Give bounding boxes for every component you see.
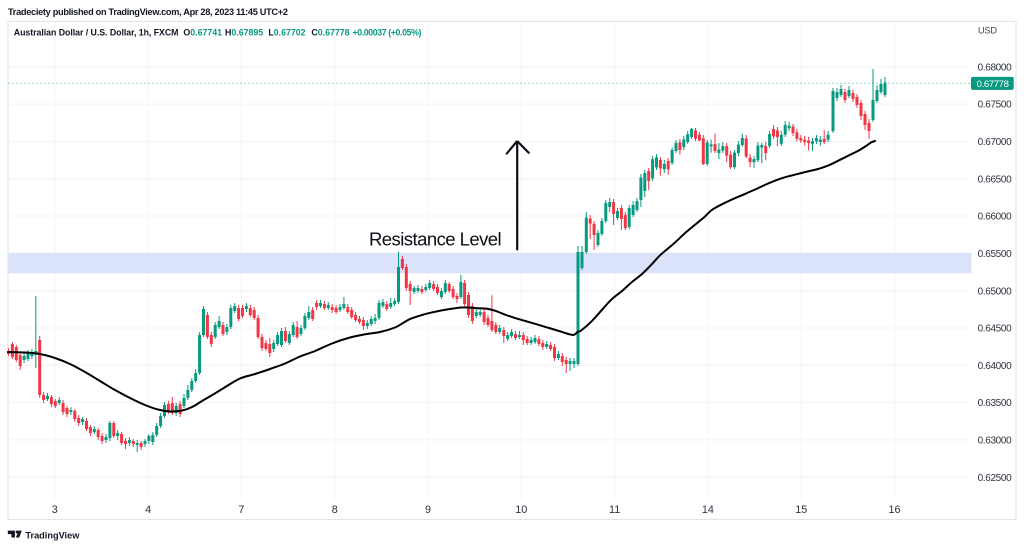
svg-text:TradingView: TradingView [25,530,80,540]
svg-text:0.67000: 0.67000 [978,137,1012,148]
svg-text:0.64500: 0.64500 [978,324,1012,335]
svg-text:O0.67741: O0.67741 [183,28,222,38]
svg-text:H0.67895: H0.67895 [225,28,263,38]
svg-text:0.67500: 0.67500 [978,100,1012,111]
svg-text:10: 10 [515,504,527,516]
svg-text:0.62500: 0.62500 [978,473,1012,484]
svg-text:Resistance Level: Resistance Level [369,229,501,250]
svg-text:7: 7 [238,504,244,516]
svg-text:0.68000: 0.68000 [978,62,1012,73]
svg-text:0.65000: 0.65000 [978,286,1012,297]
svg-text:14: 14 [702,504,714,516]
svg-text:C0.67778: C0.67778 [311,28,349,38]
svg-text:9: 9 [425,504,431,516]
svg-text:0.64000: 0.64000 [978,361,1012,372]
svg-text:8: 8 [332,504,338,516]
svg-text:L0.67702: L0.67702 [268,28,305,38]
svg-text:USD: USD [978,25,997,35]
svg-text:4: 4 [145,504,151,516]
svg-text:0.63500: 0.63500 [978,398,1012,409]
svg-text:0.66000: 0.66000 [978,212,1012,223]
svg-text:0.67778: 0.67778 [977,79,1009,90]
svg-text:Australian Dollar / U.S. Dolla: Australian Dollar / U.S. Dollar, 1h, FXC… [14,28,179,38]
svg-text:15: 15 [795,504,807,516]
svg-text:16: 16 [888,504,900,516]
svg-text:3: 3 [52,504,58,516]
svg-text:+0.00037 (+0.05%): +0.00037 (+0.05%) [353,28,422,38]
svg-text:0.65500: 0.65500 [978,249,1012,260]
svg-text:0.66500: 0.66500 [978,174,1012,185]
svg-text:Tradeciety published on Tradin: Tradeciety published on TradingView.com,… [8,7,288,17]
svg-text:11: 11 [609,504,620,516]
svg-text:0.63000: 0.63000 [978,436,1012,447]
